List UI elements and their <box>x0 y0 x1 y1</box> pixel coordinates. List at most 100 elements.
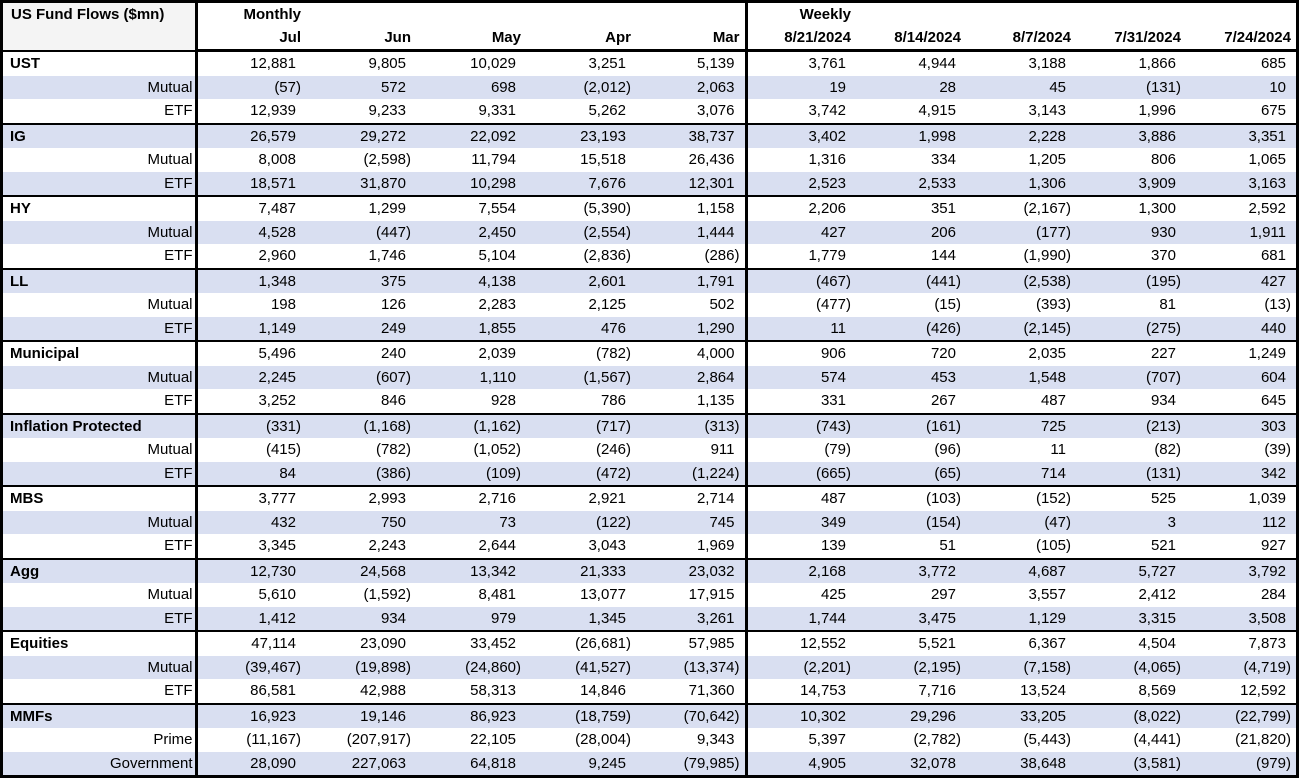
value-cell: 3,402 <box>744 122 856 148</box>
value-cell: 1,345 <box>526 606 636 631</box>
value-cell: 487 <box>744 485 856 511</box>
value-cell: 3,742 <box>744 99 856 124</box>
value-cell: 2,283 <box>478 296 516 314</box>
value-cell: 521 <box>1150 537 1176 555</box>
value-cell: 846 <box>380 392 406 410</box>
category-label: Equities <box>3 630 198 656</box>
value-cell: 1,290 <box>636 316 746 341</box>
sub-row-mutual: Mutual (57) 572 698 (2,012) 2,063 19 28 45 (131) 1… <box>3 75 1296 99</box>
value-cell: 22,092 <box>416 122 526 148</box>
value-cell: 698 <box>416 75 526 99</box>
value-cell: 370 <box>1150 247 1176 265</box>
value-cell: 3,043 <box>588 537 626 555</box>
value-cell: 47,114 <box>196 630 306 656</box>
row-label: ETF <box>3 316 198 341</box>
value-cell: 13,077 <box>580 586 626 604</box>
category-label: Inflation Protected <box>3 412 198 438</box>
value-cell: 1,996 <box>1138 102 1176 120</box>
value-cell: 1,158 <box>636 195 746 221</box>
value-cell: 3,261 <box>636 606 746 631</box>
sub-row-etf: ETF 18,571 31,870 10,298 7,676 12,301 2,523 2,5… <box>3 171 1296 196</box>
value-cell: (57) <box>196 75 306 99</box>
value-cell: 349 <box>744 510 856 534</box>
header-spacer <box>966 3 1076 26</box>
value-cell: (70,642) <box>636 702 746 728</box>
value-cell: (177) <box>966 220 1076 244</box>
value-cell: 1,911 <box>1186 220 1296 244</box>
value-cell: 26,436 <box>688 151 735 169</box>
value-cell: 4,905 <box>744 751 856 775</box>
value-cell: 14,753 <box>744 679 856 704</box>
value-cell: 1,306 <box>966 171 1076 196</box>
value-cell: 227 <box>1076 340 1186 366</box>
row-label: ETF <box>3 99 198 124</box>
value-cell: 8,481 <box>478 586 516 604</box>
value-cell: (4,441) <box>1133 731 1181 749</box>
value-cell: 64,818 <box>416 751 526 775</box>
value-cell: (39,467) <box>196 655 306 679</box>
value-cell: (4,719) <box>1186 655 1296 679</box>
value-cell: 3 <box>1076 510 1186 534</box>
value-cell: 3,143 <box>1028 102 1066 120</box>
value-cell: 3,475 <box>856 606 966 631</box>
value-cell: (105) <box>1035 537 1071 555</box>
value-cell: (2,145) <box>966 316 1076 341</box>
value-cell: 11,794 <box>471 151 516 169</box>
value-cell: 38,737 <box>636 122 746 148</box>
value-cell: (5,443) <box>1023 731 1071 749</box>
value-cell: 3,508 <box>1186 606 1296 631</box>
value-cell: 453 <box>856 365 966 389</box>
sub-row-etf: ETF 86,581 42,988 58,313 14,846 71,360 14,753 7… <box>3 679 1296 704</box>
value-cell: 5,397 <box>744 728 856 752</box>
value-cell: 1,866 <box>1076 49 1186 76</box>
value-cell: 2,063 <box>636 75 746 99</box>
value-cell: 1,855 <box>416 316 526 341</box>
column-header-month: Jul <box>196 26 306 52</box>
value-cell: 5,727 <box>1076 557 1186 583</box>
sub-row-etf: ETF 3,252 846 928 786 1,135 331 267 487 934 645 <box>3 389 1296 414</box>
value-cell: (47) <box>966 510 1076 534</box>
column-header-week: 7/24/2024 <box>1186 26 1296 52</box>
value-cell: 7,873 <box>1186 630 1296 656</box>
header-columns-row: Jul Jun May Apr Mar 8/21/2024 8/14/2024 … <box>3 26 1296 52</box>
row-label: ETF <box>3 534 198 559</box>
value-cell: 2,523 <box>744 171 856 196</box>
row-label: ETF <box>3 461 198 486</box>
value-cell: (28,004) <box>575 731 631 749</box>
value-cell: 487 <box>1040 392 1066 410</box>
weekly-group-label: Weekly <box>744 3 856 26</box>
value-cell: 26,579 <box>196 122 306 148</box>
fund-flows-table: US Fund Flows ($mn) Monthly Weekly Jul J… <box>3 3 1296 775</box>
value-cell: 12,939 <box>250 102 296 120</box>
value-cell: 13,342 <box>416 557 526 583</box>
sub-row-mutual: Mutual 4,528 (447) 2,450 (2,554) 1,444 427 206(… <box>3 220 1296 244</box>
row-label: Mutual <box>3 148 198 172</box>
value-cell: 7,554 <box>416 195 526 221</box>
value-cell: 10,302 <box>744 702 856 728</box>
value-cell: 284 <box>1260 586 1286 604</box>
value-cell: 12,301 <box>636 171 746 196</box>
value-cell: 3,557 <box>1028 586 1066 604</box>
header-spacer <box>1076 3 1186 26</box>
value-cell: 12,881 <box>196 49 306 76</box>
value-cell: (3,581) <box>1076 751 1186 775</box>
value-cell: 1,065 <box>1248 151 1286 169</box>
value-cell: (11,167) <box>246 731 301 749</box>
row-label: ETF <box>3 679 198 704</box>
value-cell: 2,864 <box>636 365 746 389</box>
row-label: Mutual <box>3 293 198 317</box>
value-cell: 17,915 <box>688 586 735 604</box>
sub-row-mutual: Mutual 8,008 (2,598) 11,794 15,518 26,436 1,31… <box>3 148 1296 172</box>
category-label: Municipal <box>3 340 198 366</box>
value-cell: 3,777 <box>196 485 306 511</box>
monthly-group-label: Monthly <box>243 6 302 23</box>
value-cell: (13,374) <box>636 655 746 679</box>
value-cell: 502 <box>709 296 735 314</box>
value-cell: 38,648 <box>966 751 1076 775</box>
value-cell: 2,228 <box>966 122 1076 148</box>
value-cell: 3,761 <box>744 49 856 76</box>
sub-row-etf: ETF 12,939 9,233 9,331 5,262 3,076 3,742 4,915 3… <box>3 99 1296 124</box>
value-cell: 5,610 <box>258 586 296 604</box>
value-cell: (2,012) <box>526 75 636 99</box>
